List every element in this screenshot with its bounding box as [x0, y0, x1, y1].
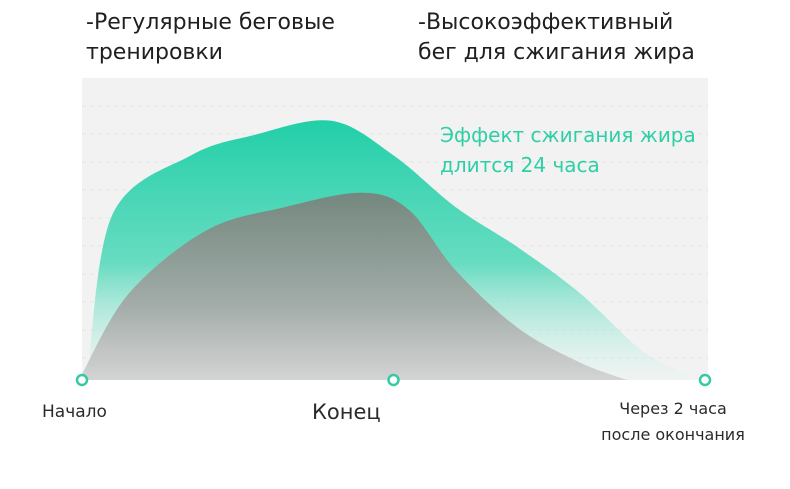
x-markers	[75, 373, 712, 387]
legend-regular-line-1: -Регулярные беговые	[86, 10, 335, 35]
x-tick-label-after-line-1: Через 2 часа	[619, 399, 727, 418]
legend-hiit-line-2: бег для сжигания жира	[418, 40, 695, 65]
x-tick-label-end: Конец	[312, 400, 381, 424]
legend-hiit-running: -Высокоэффективный бег для сжигания жира	[418, 8, 695, 68]
legend-regular-line-2: тренировки	[86, 40, 223, 65]
x-marker-2	[698, 373, 712, 387]
x-tick-label-after: Через 2 часа после окончания	[588, 396, 758, 448]
fat-burn-annotation: Эффект сжигания жира длится 24 часа	[440, 120, 696, 180]
legend-regular-running: -Регулярные беговые тренировки	[86, 8, 335, 68]
legend-hiit-line-1: -Высокоэффективный	[418, 10, 674, 35]
annotation-line-1: Эффект сжигания жира	[440, 123, 696, 147]
x-tick-label-start: Начало	[42, 402, 107, 422]
annotation-line-2: длится 24 часа	[440, 153, 600, 177]
x-marker-1	[387, 373, 400, 387]
x-tick-label-after-line-2: после окончания	[601, 425, 745, 444]
x-marker-0	[75, 373, 89, 387]
area-regular-series	[82, 192, 628, 380]
